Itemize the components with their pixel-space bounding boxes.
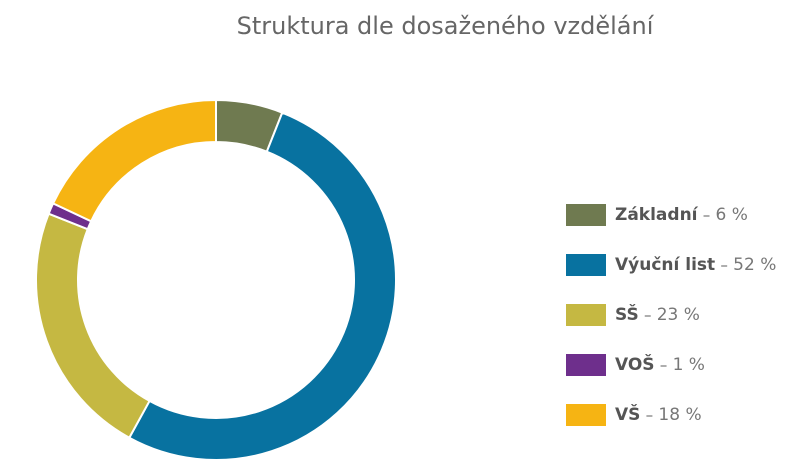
chart-title: Struktura dle dosaženého vzdělání xyxy=(237,12,655,40)
legend-swatch xyxy=(566,204,606,226)
donut-segment xyxy=(51,98,217,223)
legend-swatch xyxy=(566,354,606,376)
legend-value: 52 % xyxy=(733,255,776,275)
legend-label: Základní xyxy=(615,205,699,225)
donut-segment xyxy=(35,212,151,440)
legend-label: Výuční list xyxy=(615,255,715,275)
legend-value: 1 % xyxy=(673,355,705,375)
legend-value: 6 % xyxy=(716,205,748,225)
legend-label: SŠ xyxy=(615,303,639,325)
legend-value: 23 % xyxy=(657,305,700,325)
legend-swatch xyxy=(566,404,606,426)
legend-label: VOŠ xyxy=(615,353,655,375)
donut-segment xyxy=(127,111,397,461)
legend-label: VŠ xyxy=(615,403,640,425)
legend-swatch xyxy=(566,304,606,326)
legend-value: 18 % xyxy=(658,405,701,425)
legend-swatch xyxy=(566,254,606,276)
